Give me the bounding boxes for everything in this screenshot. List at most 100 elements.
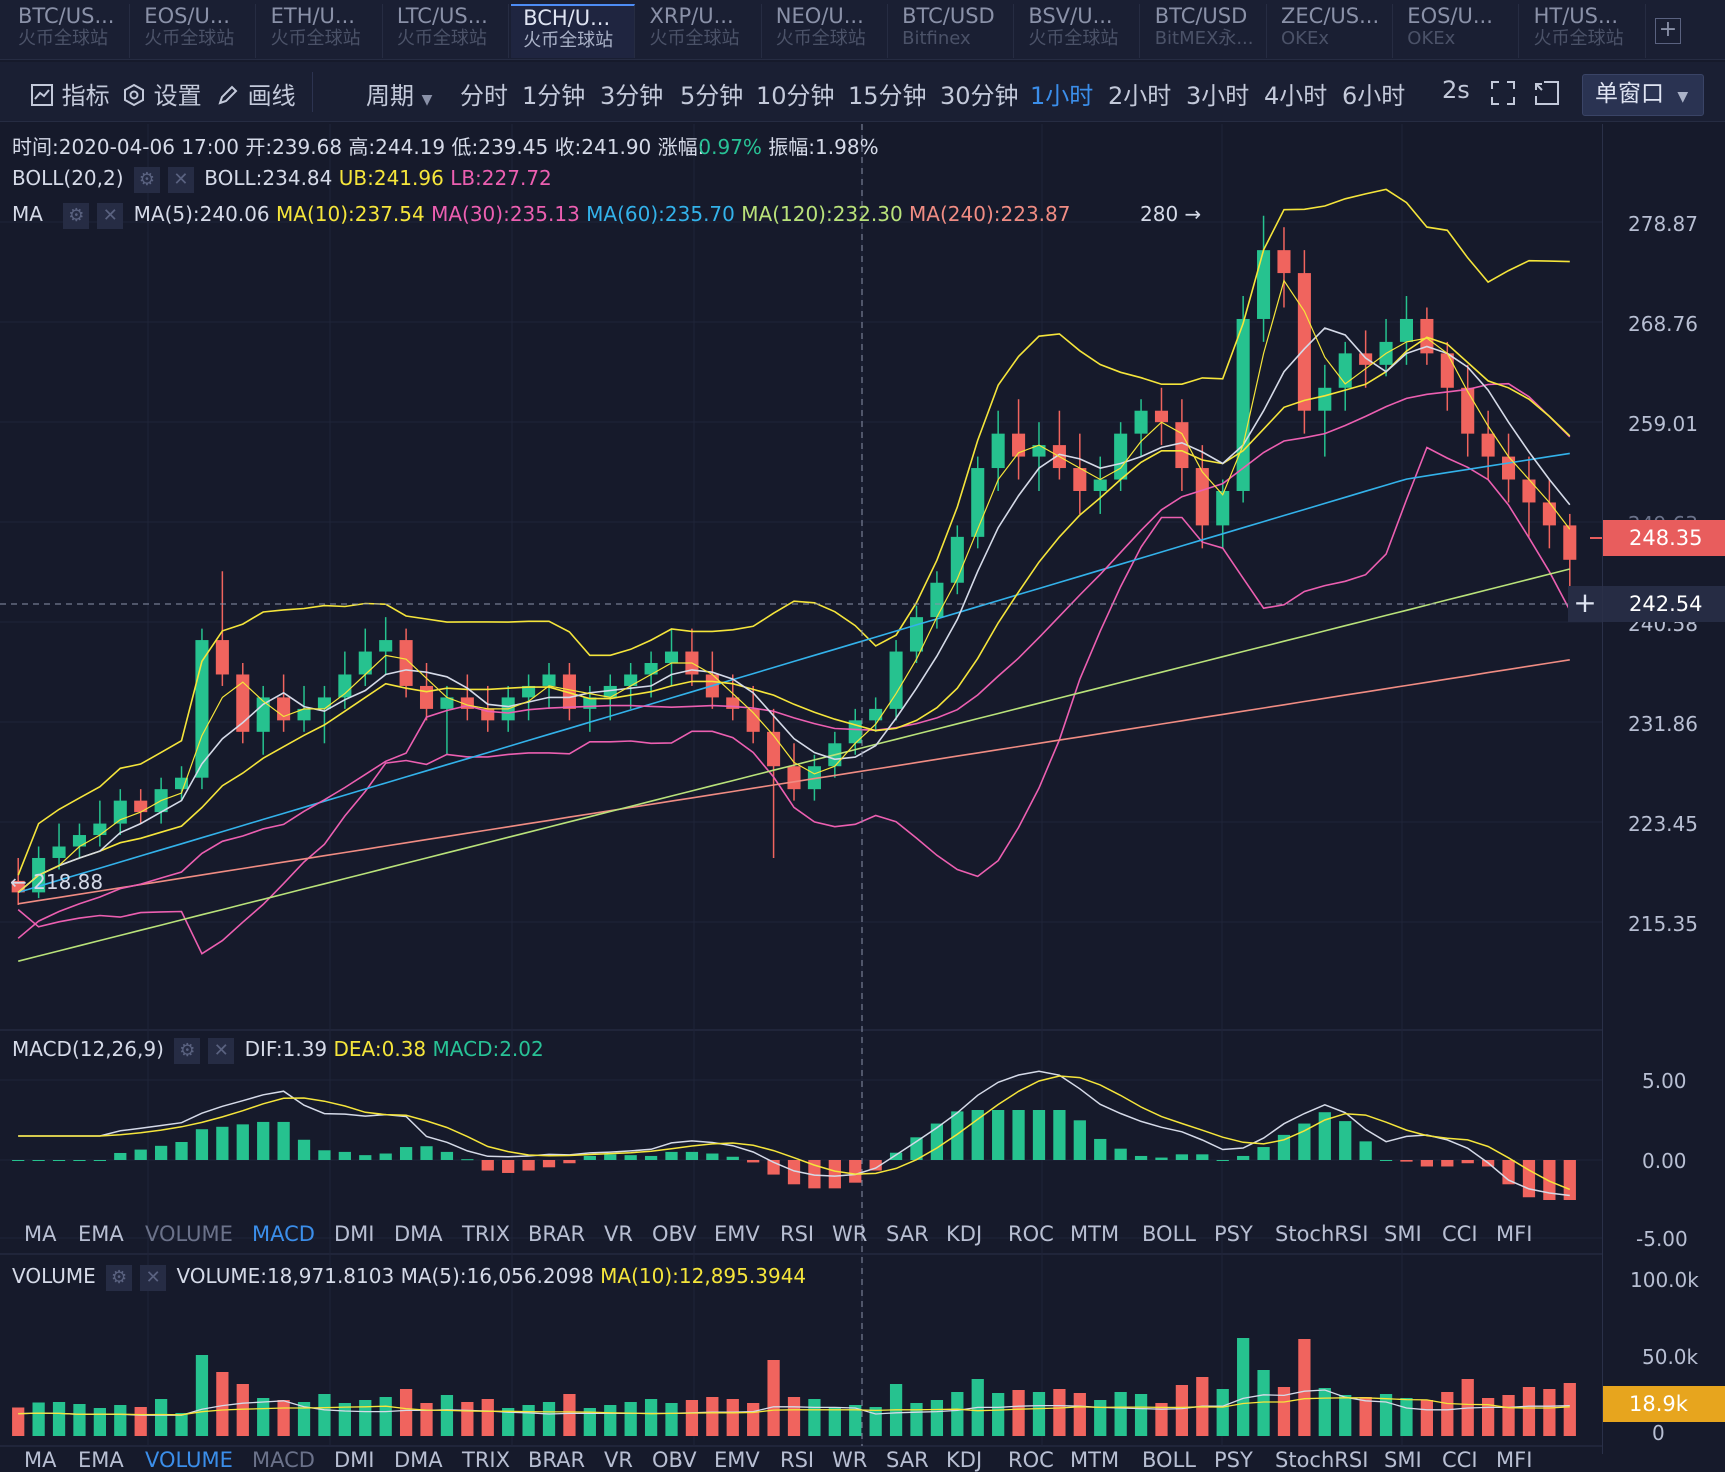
indicator-tab[interactable]: DMA	[394, 1448, 443, 1472]
tab-symbol: LTC/US...	[396, 4, 488, 28]
indicator-tab[interactable]: KDJ	[946, 1222, 983, 1246]
period-option[interactable]: 2小时	[1108, 82, 1172, 110]
symbol-tab[interactable]: BTC/US... 火币全球站	[6, 4, 130, 58]
window-mode-select[interactable]: 单窗口 ▼	[1582, 74, 1704, 116]
period-option[interactable]: 3分钟	[600, 82, 664, 110]
symbol-tab[interactable]: EOS/U... 火币全球站	[132, 4, 257, 58]
indicator-tab[interactable]: EMV	[714, 1448, 760, 1472]
symbol-tab[interactable]: HT/US... 火币全球站	[1522, 4, 1646, 58]
period-option[interactable]: 5分钟	[680, 82, 744, 110]
refresh-interval[interactable]: 2s	[1442, 76, 1470, 104]
period-option[interactable]: 10分钟	[756, 82, 835, 110]
indicator-tab[interactable]: CCI	[1442, 1448, 1478, 1472]
indicator-tab[interactable]: MA	[24, 1448, 57, 1472]
symbol-tab[interactable]: XRP/U... 火币全球站	[638, 4, 762, 58]
indicator-tab[interactable]: VOLUME	[145, 1222, 233, 1246]
fullscreen-icon[interactable]	[1490, 80, 1516, 112]
indicator-tab[interactable]: BOLL	[1142, 1222, 1196, 1246]
ma-close-icon[interactable]: ✕	[97, 202, 124, 229]
indicator-tab[interactable]: MTM	[1070, 1448, 1120, 1472]
symbol-tab[interactable]: EOS/U... OKEx	[1395, 4, 1520, 58]
period-option[interactable]: 4小时	[1264, 82, 1328, 110]
indicator-tab[interactable]: StochRSI	[1275, 1448, 1369, 1472]
volume-settings-icon[interactable]: ⚙	[106, 1264, 133, 1291]
symbol-tab[interactable]: BTC/USD BitMEX永...	[1143, 4, 1267, 58]
symbol-tab[interactable]: BSV/U... 火币全球站	[1016, 4, 1141, 58]
indicator-tab[interactable]: RSI	[780, 1448, 815, 1472]
indicator-tab[interactable]: SAR	[886, 1448, 929, 1472]
candle-body	[93, 823, 107, 836]
indicator-tab[interactable]: BRAR	[528, 1222, 586, 1246]
period-option[interactable]: 3小时	[1186, 82, 1250, 110]
indicator-tab[interactable]: VR	[604, 1222, 633, 1246]
period-option[interactable]: 6小时	[1342, 82, 1406, 110]
symbol-tab[interactable]: LTC/US... 火币全球站	[385, 4, 509, 58]
indicator-tab[interactable]: SMI	[1384, 1448, 1422, 1472]
period-option[interactable]: 1小时	[1030, 82, 1094, 110]
period-dropdown[interactable]: 周期 ▼	[366, 76, 432, 111]
indicator-tab[interactable]: MTM	[1070, 1222, 1120, 1246]
macd-axis-label: 5.00	[1642, 1069, 1687, 1093]
period-option[interactable]: 30分钟	[940, 82, 1019, 110]
indicator-tab[interactable]: DMI	[334, 1448, 375, 1472]
boll-close-icon[interactable]: ✕	[167, 166, 194, 193]
symbol-tab[interactable]: BCH/U... 火币全球站	[511, 4, 636, 58]
popout-window-icon[interactable]	[1534, 80, 1560, 112]
indicator-tab[interactable]: CCI	[1442, 1222, 1478, 1246]
period-option[interactable]: 1分钟	[522, 82, 586, 110]
indicator-tab[interactable]: VOLUME	[145, 1448, 233, 1472]
indicator-tab[interactable]: DMA	[394, 1222, 443, 1246]
macd-bar	[726, 1156, 739, 1160]
volume-bar	[1175, 1385, 1189, 1436]
indicator-tab[interactable]: WR	[832, 1222, 868, 1246]
indicator-tab[interactable]: MFI	[1496, 1222, 1533, 1246]
indicator-tab[interactable]: PSY	[1214, 1222, 1253, 1246]
indicator-tab[interactable]: MA	[24, 1222, 57, 1246]
add-order-plus-icon[interactable]: +	[1568, 586, 1602, 622]
indicator-tab[interactable]: ROC	[1008, 1448, 1054, 1472]
macd-dea-line	[18, 1075, 1571, 1191]
indicator-tab[interactable]: BOLL	[1142, 1448, 1196, 1472]
indicator-tab[interactable]: VR	[604, 1448, 633, 1472]
macd-bar	[951, 1111, 964, 1160]
add-tab-button[interactable]: +	[1655, 18, 1681, 44]
indicator-tab[interactable]: EMA	[78, 1222, 124, 1246]
ma-settings-icon[interactable]: ⚙	[63, 202, 90, 229]
volume-close-icon[interactable]: ✕	[140, 1264, 167, 1291]
indicator-tab[interactable]: KDJ	[946, 1448, 983, 1472]
indicator-tab[interactable]: BRAR	[528, 1448, 586, 1472]
volume-value: VOLUME:18,971.8103	[176, 1264, 395, 1288]
indicator-tab[interactable]: OBV	[652, 1222, 697, 1246]
indicator-tab[interactable]: MACD	[252, 1222, 315, 1246]
indicator-tab[interactable]: EMA	[78, 1448, 124, 1472]
indicator-tab[interactable]: EMV	[714, 1222, 760, 1246]
indicator-tab[interactable]: SAR	[886, 1222, 929, 1246]
symbol-tab[interactable]: ZEC/US... OKEx	[1269, 4, 1393, 58]
macd-bar	[869, 1160, 882, 1171]
indicator-tab[interactable]: WR	[832, 1448, 868, 1472]
indicator-tab[interactable]: MFI	[1496, 1448, 1533, 1472]
symbol-tab[interactable]: ETH/U... 火币全球站	[259, 4, 383, 58]
macd-close-icon[interactable]: ✕	[208, 1037, 235, 1064]
settings-button[interactable]: 设置	[122, 76, 202, 111]
indicator-tab[interactable]: OBV	[652, 1448, 697, 1472]
indicator-tab[interactable]: StochRSI	[1275, 1222, 1369, 1246]
symbol-tab[interactable]: BTC/USD Bitfinex	[890, 4, 1015, 58]
indicator-button[interactable]: 指标	[30, 76, 110, 111]
indicator-tab[interactable]: ROC	[1008, 1222, 1054, 1246]
boll-settings-icon[interactable]: ⚙	[133, 166, 160, 193]
indicator-tab[interactable]: PSY	[1214, 1448, 1253, 1472]
indicator-tab[interactable]: TRIX	[462, 1448, 510, 1472]
indicator-tab[interactable]: TRIX	[462, 1222, 510, 1246]
period-option[interactable]: 分时	[460, 82, 508, 110]
macd-settings-icon[interactable]: ⚙	[174, 1037, 201, 1064]
indicator-tab[interactable]: DMI	[334, 1222, 375, 1246]
indicator-tab[interactable]: RSI	[780, 1222, 815, 1246]
draw-button[interactable]: 画线	[216, 76, 296, 111]
period-option[interactable]: 15分钟	[848, 82, 927, 110]
indicator-tab[interactable]: MACD	[252, 1448, 315, 1472]
indicator-tab[interactable]: SMI	[1384, 1222, 1422, 1246]
symbol-tab[interactable]: NEO/U... 火币全球站	[764, 4, 888, 58]
candle-body	[1114, 433, 1128, 480]
